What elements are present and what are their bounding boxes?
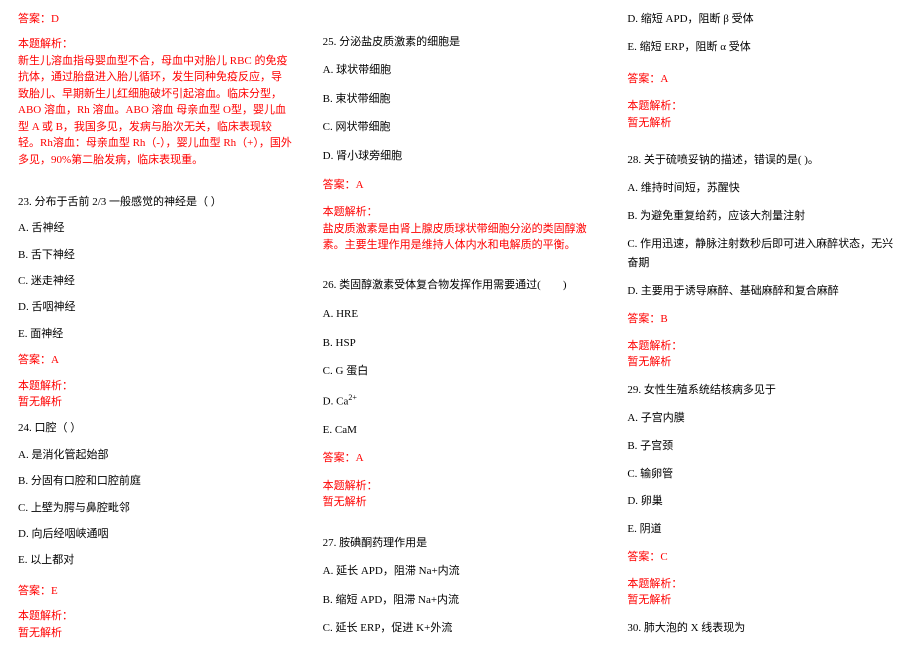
option: B. 缩短 APD，阻滞 Na+内流 [323, 591, 598, 611]
option: A. 延长 APD，阻滞 Na+内流 [323, 562, 598, 582]
explanation-title: 本题解析： [627, 338, 902, 355]
option: A. 维持时间短，苏醒快 [627, 179, 902, 199]
explanation-body: 暂无解析 [18, 394, 293, 411]
explanation-title: 本题解析： [627, 98, 902, 115]
option: D. 向后经咽峡通咽 [18, 525, 293, 545]
question-text: 23. 分布于舌前 2/3 一般感觉的神经是（ ） [18, 193, 293, 213]
question-text: 25. 分泌盐皮质激素的细胞是 [323, 33, 598, 53]
option: A. 舌神经 [18, 219, 293, 239]
explanation-body: 新生儿溶血指母婴血型不合，母血中对胎儿 RBC 的免疫抗体，通过胎盘进入胎儿循环… [18, 53, 293, 169]
explanation-body: 盐皮质激素是由肾上腺皮质球状带细胞分泌的类固醇激素。主要生理作用是维持人体内水和… [323, 221, 598, 254]
explanation-body: 暂无解析 [323, 494, 598, 511]
option: D. 舌咽神经 [18, 298, 293, 318]
explanation-body: 暂无解析 [627, 354, 902, 371]
question-text: 26. 类固醇激素受体复合物发挥作用需要通过( ) [323, 276, 598, 296]
answer-label: 答案：B [627, 310, 902, 330]
option: D. Ca2+ [323, 391, 598, 412]
option: B. 束状带细胞 [323, 90, 598, 110]
answer-label: 答案：E [18, 582, 293, 602]
explanation-title: 本题解析： [18, 36, 293, 53]
option: D. 主要用于诱导麻醉、基础麻醉和复合麻醉 [627, 282, 902, 302]
explanation-body: 暂无解析 [627, 115, 902, 132]
option: E. CaM [323, 421, 598, 441]
question-text: 29. 女性生殖系统结核病多见于 [627, 381, 902, 401]
question-text: 28. 关于硫喷妥钠的描述，错误的是( )。 [627, 151, 902, 171]
question-text: 27. 胺碘酮药理作用是 [323, 534, 598, 554]
option: D. 缩短 APD，阻断 β 受体 [627, 10, 902, 30]
option: B. 分固有口腔和口腔前庭 [18, 472, 293, 492]
answer-label: 答案：C [627, 548, 902, 568]
explanation-title: 本题解析： [323, 478, 598, 495]
answer-label: 答案：D [18, 10, 293, 30]
option: B. HSP [323, 334, 598, 354]
option: D. 肾小球旁细胞 [323, 147, 598, 167]
option: A. 是消化管起始部 [18, 446, 293, 466]
question-text: 24. 口腔（ ） [18, 419, 293, 439]
column-3: D. 缩短 APD，阻断 β 受体 E. 缩短 ERP，阻断 α 受体 答案：A… [627, 10, 902, 641]
option: C. 输卵管 [627, 465, 902, 485]
answer-label: 答案：A [18, 351, 293, 371]
option: C. 网状带细胞 [323, 118, 598, 138]
explanation-body: 暂无解析 [18, 625, 293, 642]
question-text: 30. 肺大泡的 X 线表现为 [627, 619, 902, 639]
answer-label: 答案：A [323, 176, 598, 196]
option: C. G 蛋白 [323, 362, 598, 382]
option: B. 子宫颈 [627, 437, 902, 457]
option: D. 卵巢 [627, 492, 902, 512]
answer-label: 答案：A [627, 70, 902, 90]
option: C. 迷走神经 [18, 272, 293, 292]
option: A. HRE [323, 305, 598, 325]
option: E. 面神经 [18, 325, 293, 345]
explanation-title: 本题解析： [18, 378, 293, 395]
answer-label: 答案：A [323, 449, 598, 469]
option: B. 舌下神经 [18, 246, 293, 266]
exam-document: 答案：D 本题解析： 新生儿溶血指母婴血型不合，母血中对胎儿 RBC 的免疫抗体… [18, 10, 902, 641]
option: E. 阴道 [627, 520, 902, 540]
option: C. 作用迅速，静脉注射数秒后即可进入麻醉状态，无兴奋期 [627, 235, 902, 275]
option: A. 球状带细胞 [323, 61, 598, 81]
column-1: 答案：D 本题解析： 新生儿溶血指母婴血型不合，母血中对胎儿 RBC 的免疫抗体… [18, 10, 293, 641]
column-2: 25. 分泌盐皮质激素的细胞是 A. 球状带细胞 B. 束状带细胞 C. 网状带… [323, 10, 598, 641]
option: A. 子宫内膜 [627, 409, 902, 429]
option: E. 以上都对 [18, 551, 293, 571]
option: C. 上壁为腭与鼻腔毗邻 [18, 499, 293, 519]
explanation-title: 本题解析： [323, 204, 598, 221]
explanation-title: 本题解析： [18, 608, 293, 625]
option: E. 缩短 ERP，阻断 α 受体 [627, 38, 902, 58]
explanation-title: 本题解析： [627, 576, 902, 593]
explanation-body: 暂无解析 [627, 592, 902, 609]
option: B. 为避免重复给药，应该大剂量注射 [627, 207, 902, 227]
option: C. 延长 ERP，促进 K+外流 [323, 619, 598, 639]
